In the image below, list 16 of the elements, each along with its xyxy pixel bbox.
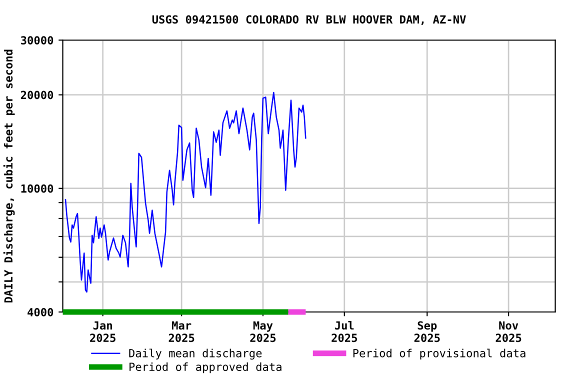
line-series <box>64 92 306 293</box>
x-tick-label: May 2025 <box>250 321 276 342</box>
chart-title: USGS 09421500 COLORADO RV BLW HOOVER DAM, AZ-NV <box>152 15 466 26</box>
x-tick-label: Sep 2025 <box>414 321 440 342</box>
y-tick-label: 10000 <box>21 184 54 193</box>
x-tick-label: Mar 2025 <box>168 321 194 342</box>
y-tick-label: 4000 <box>28 308 54 316</box>
legend-label: Period of approved data <box>130 362 282 374</box>
y-tick-label: 20000 <box>20 90 54 100</box>
x-tick-label: Jul 2025 <box>332 321 358 342</box>
x-tick-label: Jan 2025 <box>90 321 116 342</box>
legend-label: Period of provisional data <box>353 348 526 360</box>
legend-label: Daily mean discharge <box>129 348 262 360</box>
x-tick-label: Nov 2025 <box>496 321 522 342</box>
y-tick-label: 30000 <box>20 36 54 45</box>
y-axis-title: DAILY Discharge, cubic feet per second <box>3 50 15 302</box>
